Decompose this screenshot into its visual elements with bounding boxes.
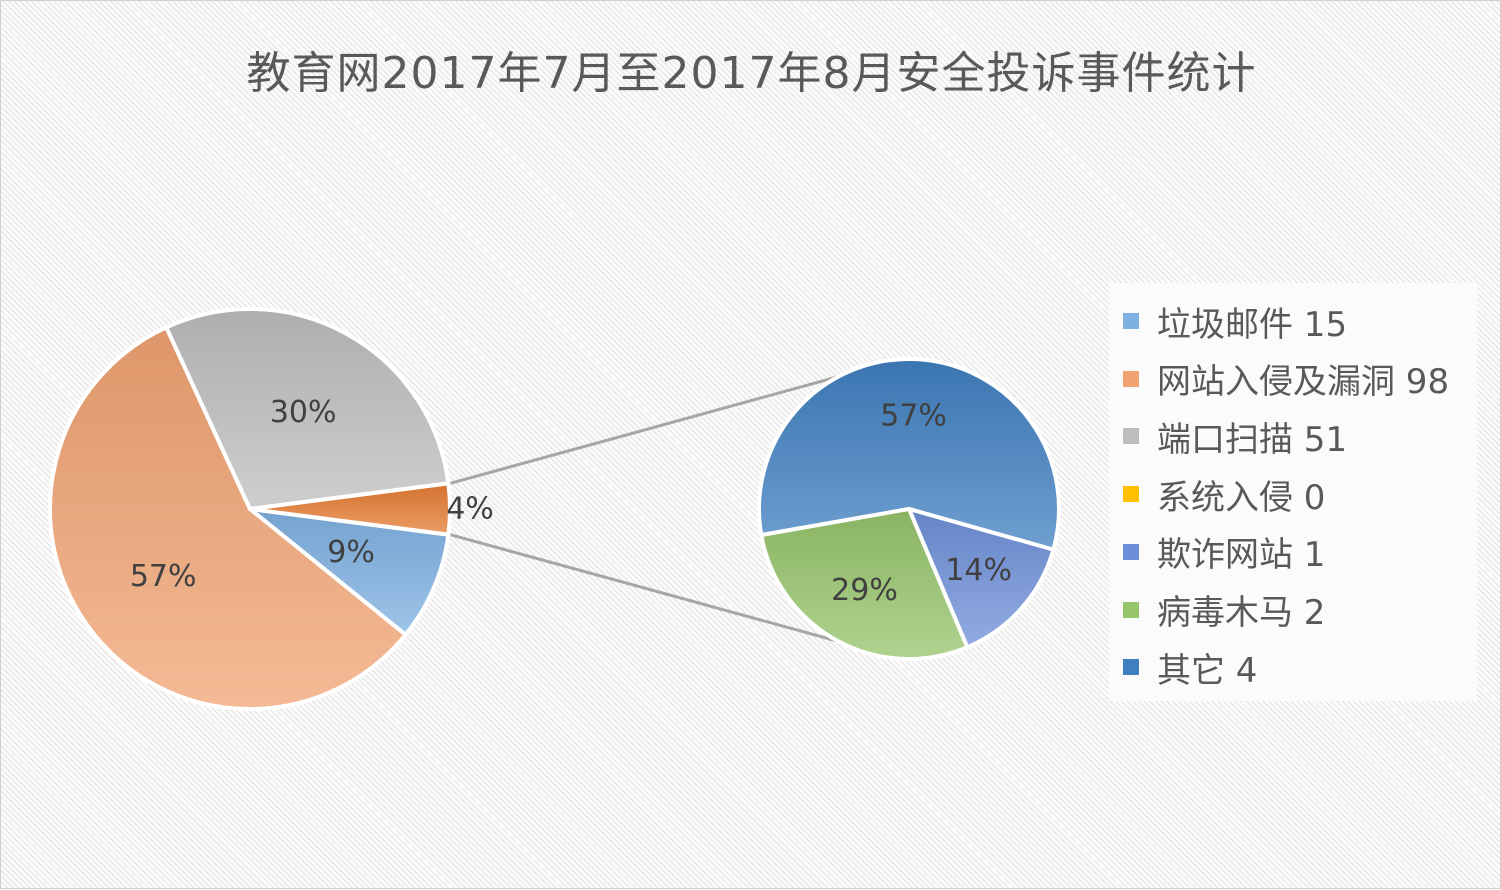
secondary-pie-slice-e585b6e5ae83 bbox=[757, 357, 1061, 552]
legend-label: 系统入侵 0 bbox=[1157, 477, 1326, 518]
legend-swatch bbox=[1123, 543, 1139, 560]
legend-item: 垃圾邮件 15 bbox=[1123, 301, 1347, 345]
legend-label: 网站入侵及漏洞 98 bbox=[1157, 362, 1450, 403]
legend-label: 病毒木马 2 bbox=[1157, 593, 1326, 633]
legend-item: 其它 4 bbox=[1123, 647, 1257, 691]
legend-swatch bbox=[1123, 370, 1139, 387]
secondary-pie-data-label: 14% bbox=[945, 553, 1012, 588]
connector-line-bottom bbox=[449, 533, 838, 643]
primary-pie-data-label: 9% bbox=[327, 535, 375, 570]
primary-pie-data-label: 30% bbox=[270, 395, 337, 430]
legend-swatch bbox=[1123, 313, 1139, 329]
legend-label: 其它 4 bbox=[1157, 650, 1258, 691]
chart-title: 教育网2017年7月至2017年8月安全投诉事件统计 bbox=[246, 48, 1257, 99]
secondary-pie-data-label: 57% bbox=[880, 399, 947, 434]
legend-label: 垃圾邮件 15 bbox=[1157, 304, 1348, 345]
legend-swatch bbox=[1123, 601, 1139, 618]
primary-pie-data-label: 4% bbox=[446, 492, 494, 527]
secondary-pie-data-label: 29% bbox=[831, 573, 898, 608]
legend-label: 端口扫描 51 bbox=[1157, 419, 1348, 460]
legend-item: 系统入侵 0 bbox=[1123, 474, 1325, 518]
primary-pie-data-label: 57% bbox=[130, 559, 197, 594]
legend-item: 病毒木马 2 bbox=[1123, 590, 1325, 633]
legend-item: 端口扫描 51 bbox=[1123, 416, 1347, 460]
legend-swatch bbox=[1123, 659, 1139, 676]
legend: 垃圾邮件 15 网站入侵及漏洞 98 端口扫描 51 系统入侵 0 欺诈网站 1 病毒木马… bbox=[1109, 283, 1477, 701]
legend-swatch bbox=[1123, 486, 1139, 503]
secondary-pie-slice-e79785e6af92e69ca8e9a9ac bbox=[759, 507, 970, 661]
primary-pie-slice-e59e83e59cbee982aee4bbb6 bbox=[248, 507, 451, 637]
secondary-pie-slice-e6acbae8af88e7bd91e7ab99 bbox=[907, 507, 1056, 650]
primary-pie-slice-e585b6e5ae8320(e59088e8aea1) bbox=[248, 481, 452, 537]
legend-item: 网站入侵及漏洞 98 bbox=[1123, 359, 1449, 402]
primary-pie-slice-e7abafe58fa3e689abe68f8f bbox=[164, 307, 451, 511]
legend-item: 欺诈网站 1 bbox=[1123, 532, 1325, 575]
legend-label: 欺诈网站 1 bbox=[1157, 535, 1326, 576]
primary-pie-slice-e7bd91e7ab99e585a5e4beb5e58f8ae6bc8fe6b49e bbox=[48, 325, 408, 711]
connector-line-top bbox=[449, 375, 838, 485]
legend-swatch bbox=[1123, 428, 1139, 445]
